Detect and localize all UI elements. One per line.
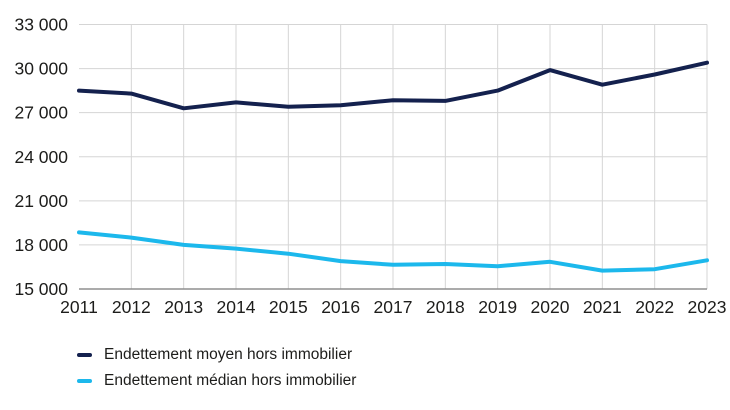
legend-label-moyen: Endettement moyen hors immobilier [104, 346, 353, 364]
x-axis-tick-label: 2015 [269, 297, 308, 317]
x-axis-tick-label: 2016 [321, 297, 360, 317]
y-axis-tick-label: 21 000 [14, 191, 68, 211]
x-axis-tick-label: 2012 [112, 297, 151, 317]
x-axis-tick-label: 2021 [583, 297, 622, 317]
chart-legend: Endettement moyen hors immobilier Endett… [77, 342, 730, 394]
x-axis-tick-label: 2020 [531, 297, 570, 317]
median-line-swatch-icon [77, 379, 92, 383]
y-axis-tick-label: 30 000 [14, 59, 68, 79]
x-axis-tick-label: 2017 [374, 297, 413, 317]
x-axis-tick-label: 2011 [60, 297, 98, 317]
line-chart: 15 000 18 000 21 000 24 000 27 000 30 000 33 0… [14, 15, 727, 318]
x-axis-tick-label: 2018 [426, 297, 465, 317]
legend-label-median: Endettement médian hors immobilier [104, 372, 357, 390]
legend-item-moyen: Endettement moyen hors immobilier [77, 342, 730, 368]
y-axis-tick-label: 27 000 [14, 103, 68, 123]
y-axis-tick-label: 15 000 [14, 279, 68, 299]
legend-item-median: Endettement médian hors immobilier [77, 368, 730, 394]
series-line [77, 230, 709, 273]
moyen-line-swatch-icon [77, 353, 92, 357]
x-axis-tick-label: 2014 [217, 297, 256, 317]
y-axis-tick-label: 18 000 [14, 235, 68, 255]
series-line [77, 60, 709, 111]
y-axis-tick-label: 33 000 [14, 15, 68, 35]
x-axis-tick-label: 2022 [635, 297, 674, 317]
x-axis-tick-label: 2013 [164, 297, 203, 317]
x-axis-tick-label: 2019 [478, 297, 517, 317]
x-axis-tick-label: 2023 [688, 297, 727, 317]
y-axis-tick-label: 24 000 [14, 147, 68, 167]
